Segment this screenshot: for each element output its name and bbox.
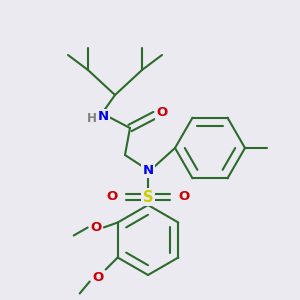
Text: N: N bbox=[142, 164, 154, 176]
Text: S: S bbox=[143, 190, 153, 205]
Text: H: H bbox=[87, 112, 97, 124]
Text: N: N bbox=[98, 110, 109, 124]
Text: O: O bbox=[156, 106, 168, 119]
Text: O: O bbox=[178, 190, 190, 203]
Text: O: O bbox=[106, 190, 118, 203]
Text: O: O bbox=[92, 271, 103, 284]
Text: O: O bbox=[90, 221, 101, 234]
